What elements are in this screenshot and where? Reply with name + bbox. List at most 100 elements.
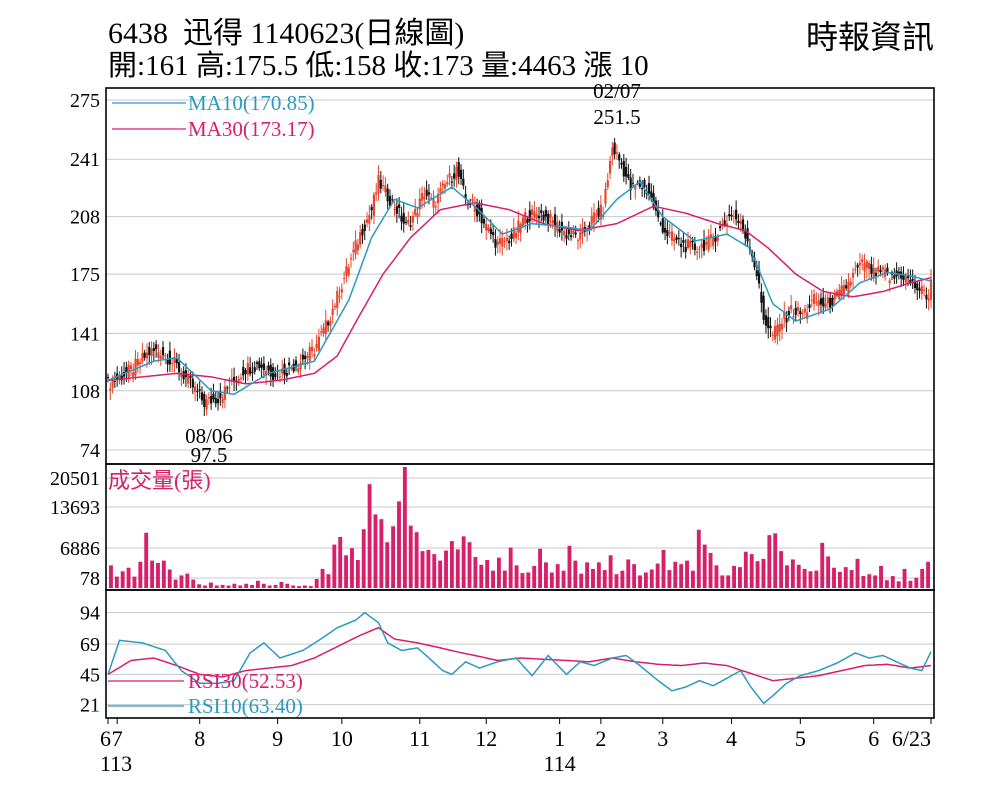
candle-body [269, 364, 272, 377]
candle-body [707, 236, 710, 250]
candle-body [524, 212, 527, 224]
candle-body [418, 198, 421, 210]
candle-body [482, 218, 486, 224]
candle-body [684, 247, 687, 253]
volume-bar [438, 560, 443, 588]
volume-bar [796, 564, 801, 588]
candle-body [437, 193, 440, 204]
candle-body [865, 261, 868, 269]
candle-body [771, 334, 774, 336]
volume-bar [138, 561, 143, 588]
candle-body [501, 238, 504, 247]
volume-bar [755, 561, 760, 588]
candle-body [833, 293, 836, 300]
candle-body [806, 312, 809, 319]
candle-body [663, 227, 667, 233]
candle-body [810, 299, 813, 301]
volume-bar [567, 545, 572, 588]
candle-body [588, 225, 591, 228]
candle-body [682, 240, 685, 243]
candle-body [659, 223, 662, 225]
volume-bar [632, 564, 637, 588]
x-month-label: 9 [272, 726, 283, 751]
open-label: 開: [108, 50, 146, 82]
volume-bar [191, 579, 196, 588]
candle-body [400, 215, 403, 222]
candle-body [203, 394, 206, 407]
candle-body [817, 300, 820, 307]
candle-body [840, 285, 843, 296]
open-value: 161 [145, 50, 189, 82]
volume-bar [455, 549, 460, 588]
candle-body [581, 227, 584, 234]
candle-body [712, 237, 715, 246]
volume-bar [555, 564, 560, 588]
candle-body [145, 352, 149, 359]
candle-body [762, 295, 765, 320]
candle-body [414, 208, 417, 216]
candle-body [776, 324, 779, 337]
candle-body [868, 262, 871, 270]
candle-body [249, 367, 252, 374]
volume-bar [867, 574, 872, 588]
candle-body [673, 238, 676, 242]
candle-body [615, 152, 619, 154]
low-annotation-value: 97.5 [191, 443, 228, 467]
candle-body [409, 225, 412, 227]
candle-body [670, 231, 674, 241]
rsi-tick-label: 21 [80, 695, 100, 717]
volume-bar [802, 568, 807, 588]
candle-body [774, 326, 777, 340]
volume-bar [579, 573, 584, 588]
candle-body [487, 227, 490, 231]
volume-bar [379, 519, 384, 588]
candle-body [301, 354, 304, 360]
candle-body [505, 238, 508, 242]
candle-body [478, 202, 481, 215]
candle-body [118, 375, 121, 381]
candle-body [368, 215, 371, 224]
x-month-label: 6 [100, 726, 111, 751]
candle-body [691, 240, 694, 243]
candle-body [462, 178, 465, 186]
candle-body [739, 220, 742, 224]
candle-body [255, 362, 259, 364]
change-value: 10 [619, 50, 649, 82]
candle-body [187, 374, 190, 384]
candle-body [219, 391, 222, 399]
candle-body [164, 355, 167, 357]
volume-bar [596, 562, 601, 588]
candle-body [927, 298, 930, 301]
candle-body [716, 235, 719, 241]
volume-bar [626, 559, 631, 588]
candle-body [847, 281, 850, 294]
volume-bar [397, 501, 401, 588]
x-month-label: 1 [554, 726, 565, 751]
candle-body [764, 315, 768, 326]
candle-body [260, 364, 263, 368]
candle-body [808, 304, 811, 309]
volume-bar [908, 580, 913, 588]
volume-bar [420, 551, 425, 588]
high-value: 175.5 [232, 50, 299, 82]
candle-body [638, 180, 641, 187]
x-month-label: 2 [595, 726, 606, 751]
candle-body [517, 220, 520, 233]
candle-body [563, 230, 566, 236]
candle-body [379, 179, 382, 189]
candle-body [613, 142, 616, 155]
volume-bar [638, 575, 642, 588]
ohlc-summary: 開:161 高:175.5 低:158 收:173 量:4463 漲 10 [108, 42, 649, 84]
volume-bar [826, 556, 831, 588]
candle-body [826, 297, 829, 304]
volume-bar [203, 585, 207, 588]
candle-body [391, 199, 394, 201]
grid-layer [106, 99, 934, 706]
volume-bar [232, 583, 237, 588]
volume-bar [444, 550, 448, 588]
candle-body [230, 378, 233, 381]
candle-body [700, 243, 703, 249]
volume-bar [538, 548, 543, 588]
mark-layer [106, 137, 933, 588]
volume-bar [244, 583, 249, 588]
